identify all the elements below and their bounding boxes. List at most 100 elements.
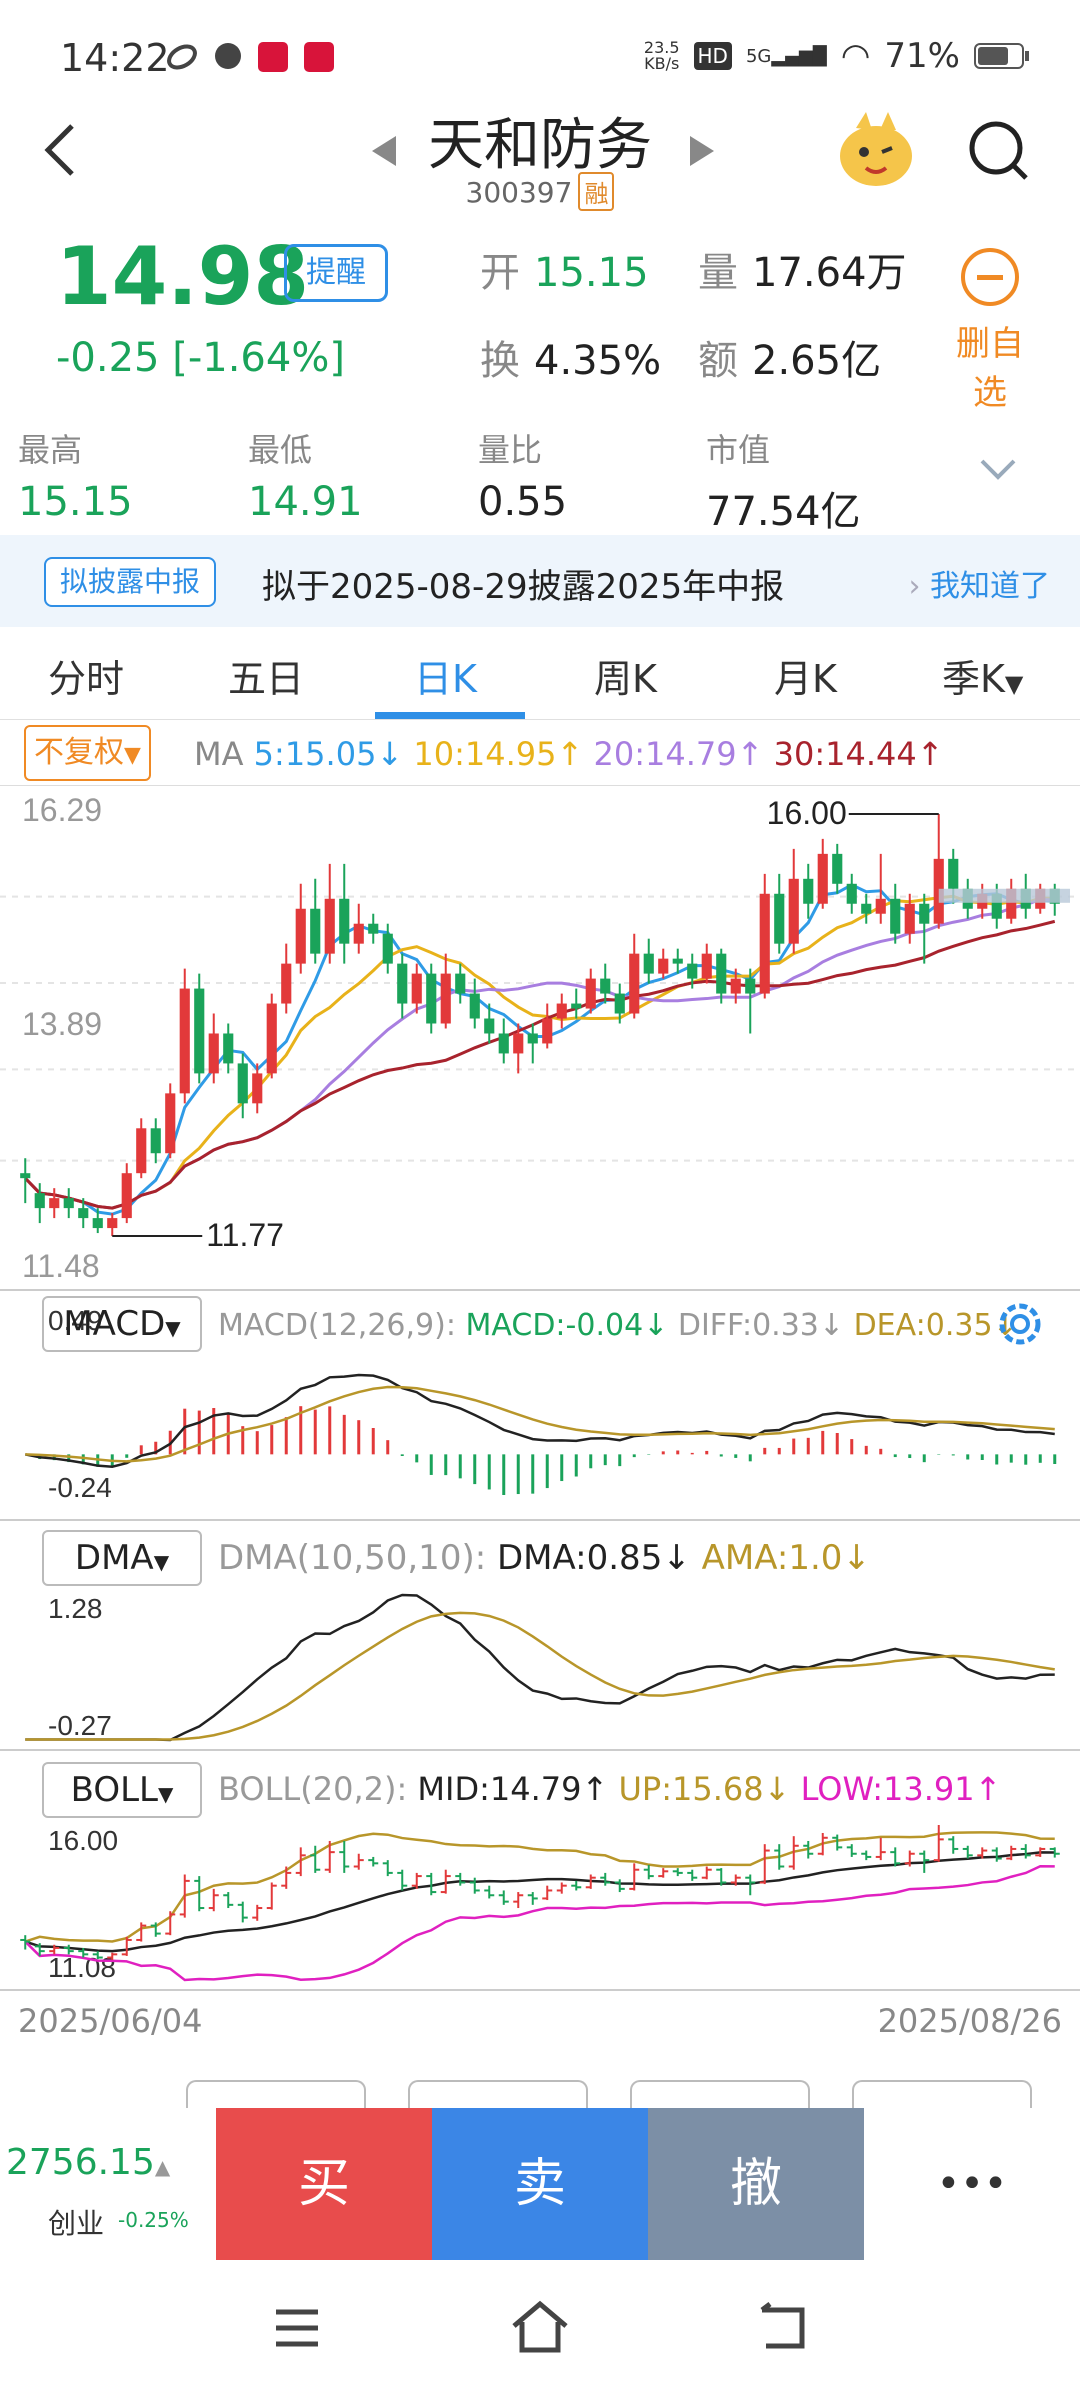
stat-low: 最低 14.91 (248, 425, 363, 525)
candle-body (832, 853, 843, 884)
tab-intraday[interactable]: 分时 (48, 657, 125, 701)
candle-body (92, 1218, 103, 1229)
back-icon[interactable] (40, 120, 80, 184)
dropdown-icon: ▼ (153, 1550, 170, 1574)
ma-values: MA 5:15.05↓ 10:14.95↑ 20:14.79↑ 30:14.44… (194, 735, 944, 773)
amount-label: 额 (698, 338, 738, 384)
stat-label: 量比 (478, 431, 543, 469)
candle-body (281, 963, 292, 1004)
boll-mid-text: MID:14.79 (417, 1770, 582, 1808)
candle-body (20, 1173, 31, 1179)
more-button[interactable]: ••• (864, 2108, 1080, 2260)
index-name: 创业 (48, 2207, 105, 2240)
boll-mid-line (24, 1851, 1055, 1953)
candle-body (556, 1003, 567, 1019)
stock-code-row: 300397 融 (0, 172, 1080, 211)
period-tabs: 分时 五日 日K 周K 月K 季K▼ (0, 630, 1080, 720)
minus-circle-icon (961, 248, 1019, 306)
candle-body (600, 978, 611, 994)
open-value: 15.15 (534, 250, 649, 296)
margin-badge: 融 (578, 172, 615, 211)
open-field: 开 15.15 (480, 240, 649, 298)
remind-button[interactable]: 提醒 (284, 244, 388, 302)
ama-line (25, 1611, 1055, 1741)
ama-value: AMA:1.0↓ (701, 1538, 871, 1578)
menu-icon[interactable] (272, 2306, 322, 2354)
triangle-icon: ▲ (154, 2155, 171, 2179)
candle-body (223, 1033, 234, 1064)
tab-daily-k[interactable]: 日K (414, 657, 477, 701)
hd-icon: HD (693, 42, 732, 70)
turnover-label: 换 (480, 338, 520, 384)
macd-value: MACD:-0.04↓ (465, 1308, 669, 1343)
candle-body (890, 898, 901, 934)
prev-stock-icon[interactable] (370, 134, 400, 172)
end-date-label: 2025/08/26 (877, 2002, 1062, 2040)
candle-body (382, 933, 393, 964)
remove-watchlist-button[interactable]: 删自选 (940, 248, 1040, 414)
boll-params: BOLL(20,2): (218, 1770, 408, 1808)
dma-text: DMA:0.85 (496, 1538, 663, 1578)
candle-body (426, 973, 437, 1024)
boll-selector[interactable]: BOLL▼ (42, 1762, 202, 1818)
candle-body (121, 1173, 132, 1219)
mascot-icon[interactable] (836, 110, 916, 194)
candle-body (687, 963, 698, 979)
candle-body (63, 1198, 74, 1209)
candle-body (614, 993, 625, 1014)
change-value: -0.25 (56, 335, 160, 381)
tab-monthly-k[interactable]: 月K (774, 657, 837, 701)
volume-value: 17.64万 (752, 250, 907, 296)
net-speed-value: 23.5 (643, 38, 680, 57)
trade-bar: 2756.15▲ 创业 -0.25% 买 卖 撤 ••• (0, 2108, 1080, 2260)
kline-chart[interactable]: 16.29 13.89 11.48 16.00 11.77 0.49 -0.24 1.28 -0… (0, 785, 1080, 2000)
tool-button[interactable] (852, 2080, 1032, 2120)
macd-selector[interactable]: MACD▼ (42, 1296, 202, 1352)
dma-axis-label: -0.27 (48, 1710, 112, 1741)
back-nav-icon[interactable] (754, 2302, 808, 2356)
candle-body (774, 893, 785, 944)
tool-button[interactable] (408, 2080, 588, 2120)
buy-button[interactable]: 买 (216, 2108, 432, 2260)
battery-icon (974, 43, 1029, 69)
search-icon[interactable] (966, 118, 1030, 186)
cancel-order-button[interactable]: 撤 (648, 2108, 864, 2260)
home-icon[interactable] (510, 2300, 570, 2358)
settings-gear-icon[interactable] (992, 1296, 1048, 1356)
stat-label: 市值 (706, 431, 771, 469)
index-ticker[interactable]: 2756.15▲ 创业 -0.25% (0, 2108, 216, 2260)
tool-button[interactable] (186, 2080, 366, 2120)
notification-icons (166, 40, 336, 78)
stat-value: 77.54亿 (706, 489, 861, 535)
adjust-dropdown[interactable]: 不复权▼ (24, 725, 151, 781)
amount-value: 2.65亿 (752, 338, 882, 384)
tab-weekly-k[interactable]: 周K (594, 657, 657, 701)
expand-chevron-icon[interactable] (978, 455, 1018, 489)
dma-value: DMA:0.85↓ (496, 1538, 691, 1578)
candle-body (469, 993, 480, 1019)
tab-quarterly-k[interactable]: 季K▼ (942, 648, 1023, 703)
dismiss-notice-button[interactable]: › 我知道了 (908, 569, 1050, 604)
candle-body (295, 908, 306, 964)
candle-body (542, 1018, 553, 1044)
index-value-row: 2756.15▲ (6, 2142, 170, 2183)
dma-values: DMA(10,50,10): DMA:0.85↓ AMA:1.0↓ (218, 1538, 871, 1578)
sell-button[interactable]: 卖 (432, 2108, 648, 2260)
notice-text: 拟于2025-08-29披露2025年中报 (262, 567, 785, 607)
tool-button[interactable] (630, 2080, 810, 2120)
stat-high: 最高 15.15 (18, 425, 133, 525)
candle-body (716, 953, 727, 994)
dma-params: DMA(10,50,10): (218, 1538, 487, 1578)
candle-body (324, 898, 335, 954)
dropdown-icon: ▼ (1004, 670, 1024, 698)
remove-watchlist-label: 删自选 (956, 324, 1024, 413)
candle-body (440, 973, 451, 1024)
candle-body (629, 953, 640, 1014)
status-time: 14:22 (60, 36, 170, 80)
candle-body (484, 1018, 495, 1034)
volume-field: 量 17.64万 (698, 240, 907, 298)
dma-selector[interactable]: DMA▼ (42, 1530, 202, 1586)
next-stock-icon[interactable] (686, 134, 716, 172)
tab-quarterly-label: 季K (942, 657, 1005, 701)
tab-five-day[interactable]: 五日 (228, 657, 305, 701)
